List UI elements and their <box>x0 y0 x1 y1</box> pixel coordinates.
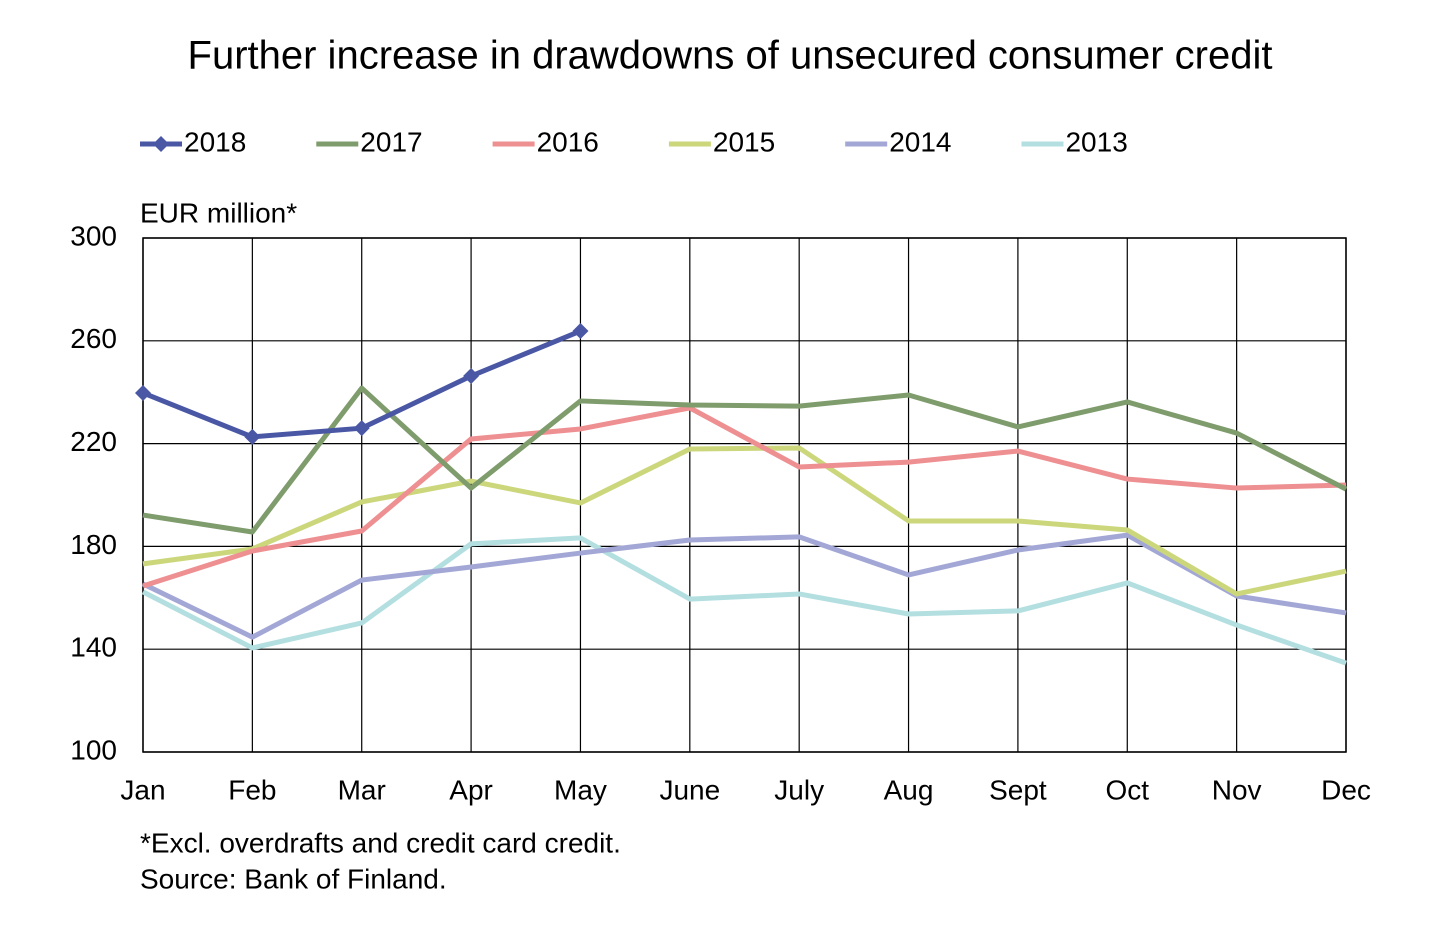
y-axis-label: EUR million* <box>140 197 297 228</box>
legend-label: 2017 <box>360 126 422 157</box>
x-tick-label: Mar <box>338 774 386 805</box>
series-line <box>141 532 1347 640</box>
x-tick-label: June <box>659 774 720 805</box>
series-line <box>142 385 1348 535</box>
y-tick-label: 140 <box>70 632 117 663</box>
plot-frame <box>142 237 1347 753</box>
x-tick-label: Apr <box>449 774 493 805</box>
legend-label: 2015 <box>713 126 775 157</box>
series-line <box>142 445 1347 597</box>
series-line <box>142 405 1347 589</box>
y-tick-label: 100 <box>70 734 117 765</box>
point-marker <box>463 368 480 385</box>
x-tick-label: Nov <box>1212 774 1262 805</box>
point-marker <box>244 428 261 445</box>
point-marker <box>353 420 370 437</box>
x-tick-label: Oct <box>1105 774 1149 805</box>
x-tick-label: May <box>554 774 607 805</box>
source-note: Source: Bank of Finland. <box>140 863 447 894</box>
x-tick-label: Dec <box>1321 774 1371 805</box>
series-line <box>141 535 1347 666</box>
legend-marker <box>153 136 169 152</box>
legend-label: 2014 <box>889 126 951 157</box>
x-tick-label: Aug <box>884 774 934 805</box>
chart-title: Further increase in drawdowns of unsecur… <box>188 34 1273 78</box>
x-tick-label: July <box>774 774 824 805</box>
y-tick-label: 260 <box>70 323 117 354</box>
footnote: *Excl. overdrafts and credit card credit… <box>140 827 621 858</box>
point-marker <box>572 323 589 340</box>
x-tick-label: Sept <box>989 774 1047 805</box>
legend-label: 2018 <box>184 126 246 157</box>
x-tick-label: Jan <box>120 774 165 805</box>
point-marker <box>135 384 151 401</box>
x-tick-label: Feb <box>228 774 276 805</box>
y-tick-label: 220 <box>70 426 117 457</box>
legend-label: 2013 <box>1065 126 1127 157</box>
y-tick-label: 180 <box>70 529 117 560</box>
y-tick-label: 300 <box>70 220 117 251</box>
legend-label: 2016 <box>537 126 599 157</box>
